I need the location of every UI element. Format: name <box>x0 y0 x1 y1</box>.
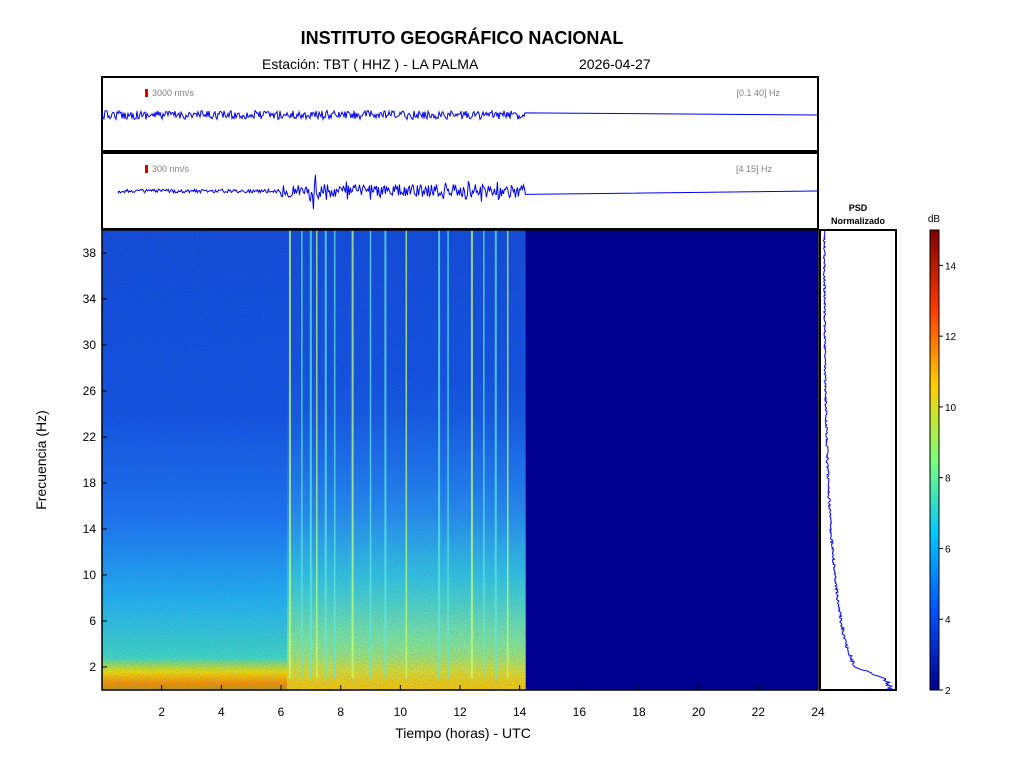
waveform-panel-filtered: 300 nm/s [4 15] Hz <box>101 152 819 230</box>
x-axis-ticks: 2 4 6 8 10 12 14 16 18 20 22 24 <box>158 685 825 719</box>
colorbar-tick-label: 10 <box>945 403 957 414</box>
psd-title-line2: Normalizado <box>831 216 886 226</box>
colorbar-ticks: 2 4 6 8 10 12 14 <box>939 261 957 697</box>
y-tick-label: 26 <box>83 384 97 398</box>
x-tick-label: 10 <box>394 705 408 719</box>
psd-title-line1: PSD <box>849 203 868 213</box>
colorbar: dB 2 4 6 8 10 12 14 <box>928 214 957 697</box>
y-tick-label: 14 <box>83 522 97 536</box>
x-axis-label: Tiempo (horas) - UTC <box>395 725 531 741</box>
colorbar-gradient <box>929 229 940 691</box>
colorbar-tick-label: 12 <box>945 332 957 343</box>
y-tick-label: 10 <box>83 568 97 582</box>
colorbar-tick-label: 4 <box>945 615 951 626</box>
subtitle: Estación: TBT ( HHZ ) - LA PALMA 2026-04… <box>262 56 651 72</box>
spectrogram-transients <box>288 230 509 679</box>
colorbar-tick-label: 8 <box>945 474 951 485</box>
x-tick-label: 6 <box>278 705 285 719</box>
x-tick-label: 24 <box>811 705 825 719</box>
scale-label-2: 300 nm/s <box>152 164 190 174</box>
y-axis-label: Frecuencia (Hz) <box>33 410 49 510</box>
colorbar-tick-label: 14 <box>945 261 957 272</box>
x-tick-label: 2 <box>158 705 165 719</box>
x-tick-label: 20 <box>692 705 706 719</box>
spectrogram-panel: 2 4 6 8 10 12 14 16 18 20 22 24 261014182226303438 … <box>33 229 825 741</box>
psd-curve <box>822 230 894 691</box>
x-tick-label: 14 <box>513 705 527 719</box>
x-tick-label: 4 <box>218 705 225 719</box>
y-tick-label: 38 <box>83 246 97 260</box>
band-label-2: [4 15] Hz <box>736 164 773 174</box>
colorbar-tick-label: 2 <box>945 686 951 697</box>
x-tick-label: 18 <box>632 705 646 719</box>
y-tick-label: 6 <box>89 614 96 628</box>
scale-label-1: 3000 nm/s <box>152 88 195 98</box>
psd-panel: PSD Normalizado <box>819 203 897 691</box>
station-label: Estación: TBT ( HHZ ) - LA PALMA <box>262 56 479 72</box>
y-tick-label: 34 <box>83 292 97 306</box>
page-title: INSTITUTO GEOGRÁFICO NACIONAL <box>300 28 624 48</box>
x-tick-label: 12 <box>453 705 467 719</box>
x-tick-label: 8 <box>337 705 344 719</box>
colorbar-unit: dB <box>928 214 941 225</box>
date-label: 2026-04-27 <box>579 56 651 72</box>
y-tick-label: 22 <box>83 430 97 444</box>
band-label-1: [0.1 40] Hz <box>736 88 780 98</box>
psd-frame <box>819 229 897 691</box>
waveform-panel-broadband: 3000 nm/s [0.1 40] Hz <box>101 76 819 152</box>
y-tick-label: 30 <box>83 338 97 352</box>
colorbar-tick-label: 6 <box>945 544 951 555</box>
x-tick-label: 22 <box>752 705 766 719</box>
x-tick-label: 16 <box>573 705 587 719</box>
y-tick-label: 18 <box>83 476 97 490</box>
y-tick-label: 2 <box>89 660 96 674</box>
waveform-trace-1 <box>101 109 819 122</box>
scale-marker-2 <box>145 165 148 173</box>
scale-marker-1 <box>145 89 148 97</box>
waveform-trace-2 <box>117 174 819 210</box>
spectrogram-grain <box>102 230 526 690</box>
